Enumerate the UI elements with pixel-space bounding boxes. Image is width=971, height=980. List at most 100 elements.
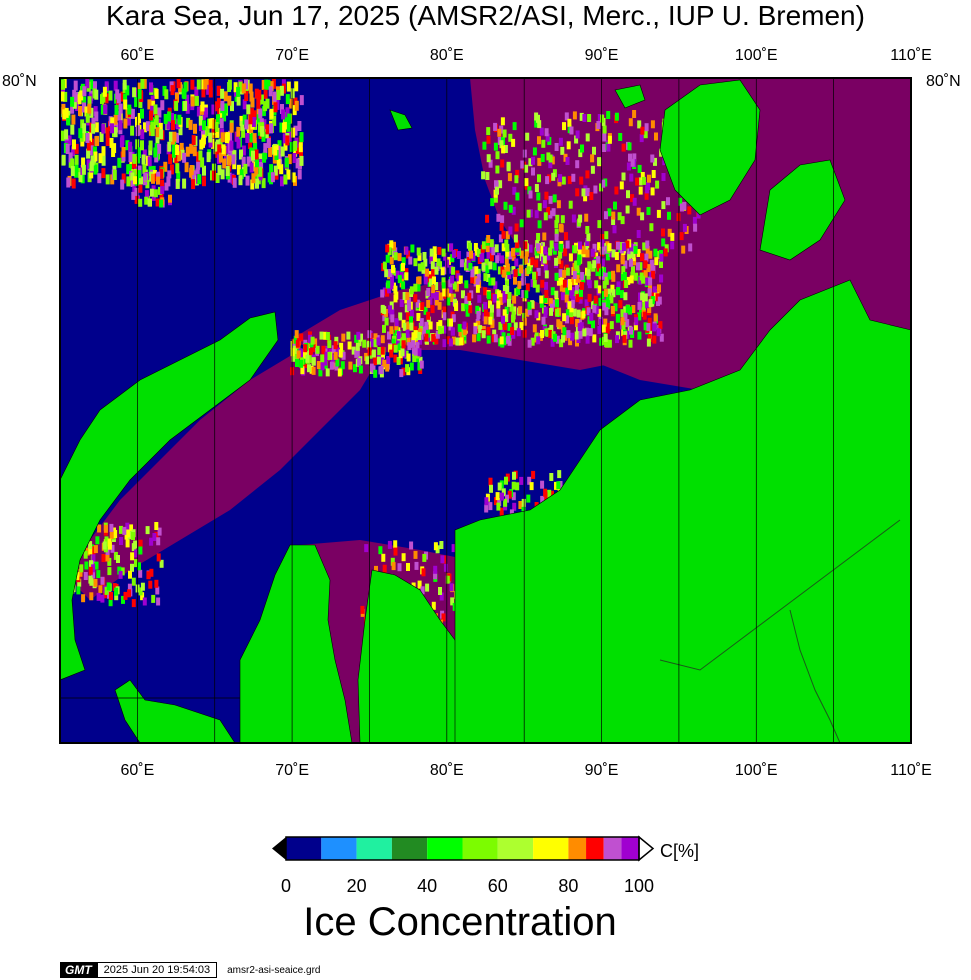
ice-speckle	[453, 298, 457, 307]
ice-speckle	[587, 280, 592, 289]
ice-speckle	[382, 359, 387, 368]
ice-speckle	[571, 277, 576, 286]
ice-speckle	[590, 248, 595, 257]
ice-speckle	[183, 100, 188, 111]
ice-speckle	[486, 291, 491, 300]
ice-speckle	[185, 103, 190, 114]
ice-speckle	[599, 183, 603, 192]
ice-speckle	[288, 154, 292, 165]
ice-speckle	[569, 304, 574, 313]
ice-speckle	[621, 321, 626, 330]
ice-speckle	[434, 292, 439, 300]
ice-speckle	[153, 104, 158, 115]
ice-speckle	[327, 340, 332, 349]
ice-speckle	[505, 243, 510, 252]
ice-speckle	[101, 146, 106, 157]
ice-speckle	[423, 276, 428, 285]
ice-speckle	[644, 123, 649, 132]
ice-speckle	[597, 308, 602, 317]
ice-speckle	[138, 539, 143, 548]
ice-speckle	[201, 87, 206, 98]
ice-speckle	[170, 85, 175, 96]
ice-speckle	[112, 143, 117, 154]
ice-speckle	[114, 104, 119, 115]
ice-speckle	[70, 158, 75, 169]
ice-speckle	[66, 177, 71, 188]
ice-speckle	[292, 153, 297, 163]
ice-speckle	[100, 576, 105, 585]
ice-speckle	[389, 349, 394, 358]
ice-speckle	[132, 87, 137, 98]
lon-tick-label-bottom: 90˚E	[585, 762, 619, 779]
lat-label-right: 80˚N	[926, 73, 961, 90]
ice-speckle	[499, 480, 504, 489]
ice-speckle	[91, 553, 96, 562]
ice-speckle	[118, 570, 123, 579]
timestamp-label: 2025 Jun 20 19:54:03	[96, 962, 218, 978]
ice-speckle	[524, 290, 529, 299]
ice-speckle	[507, 173, 512, 182]
ice-speckle	[638, 276, 643, 285]
ice-speckle	[476, 333, 481, 342]
ice-speckle	[441, 282, 446, 291]
ice-speckle	[450, 275, 455, 284]
ice-speckle	[606, 143, 611, 152]
ice-speckle	[595, 268, 600, 277]
ice-speckle	[437, 246, 442, 255]
ice-speckle	[283, 174, 288, 185]
ice-speckle	[607, 135, 612, 144]
ice-speckle	[450, 327, 455, 336]
ice-speckle	[95, 536, 100, 545]
ice-speckle	[496, 300, 501, 309]
ice-speckle	[560, 215, 565, 224]
ice-speckle	[415, 299, 420, 308]
ice-speckle	[614, 186, 619, 195]
ice-speckle	[611, 217, 616, 225]
ice-speckle	[261, 178, 266, 189]
ice-speckle	[262, 119, 267, 130]
ice-speckle	[369, 338, 374, 347]
ice-speckle	[387, 540, 392, 549]
ice-speckle	[331, 345, 336, 354]
ice-speckle	[527, 301, 532, 310]
ice-speckle	[401, 257, 406, 266]
ice-speckle	[483, 301, 488, 310]
ice-speckle	[121, 595, 125, 604]
ice-speckle	[213, 141, 218, 152]
ice-speckle	[197, 174, 202, 185]
ice-speckle	[151, 594, 156, 603]
ice-speckle	[196, 106, 201, 117]
ice-speckle	[555, 299, 559, 308]
ice-speckle	[642, 311, 647, 320]
ice-speckle	[439, 592, 444, 601]
ice-speckle	[520, 160, 525, 169]
ice-speckle	[635, 177, 640, 186]
ice-speckle	[83, 550, 88, 559]
ice-speckle	[186, 117, 191, 128]
ice-speckle	[545, 133, 550, 142]
ice-speckle	[448, 338, 453, 347]
ice-speckle	[514, 258, 519, 267]
ice-speckle	[543, 212, 548, 221]
ice-speckle	[280, 104, 284, 114]
ice-speckle	[434, 266, 439, 275]
ice-speckle	[521, 269, 526, 278]
ice-speckle	[175, 151, 179, 162]
ice-speckle	[497, 266, 502, 275]
ice-speckle	[239, 169, 244, 180]
ice-speckle	[497, 128, 502, 137]
ice-speckle	[154, 579, 159, 588]
ice-speckle	[439, 541, 444, 549]
ice-speckle	[138, 569, 143, 578]
ice-speckle	[137, 113, 141, 123]
ice-speckle	[130, 563, 134, 572]
ice-speckle	[148, 580, 153, 589]
ice-speckle	[138, 587, 143, 596]
ice-speckle	[646, 264, 651, 273]
ice-speckle	[149, 568, 154, 577]
ice-speckle	[413, 330, 418, 339]
ice-speckle	[605, 294, 610, 303]
ice-speckle	[412, 354, 417, 363]
ice-speckle	[248, 83, 253, 94]
